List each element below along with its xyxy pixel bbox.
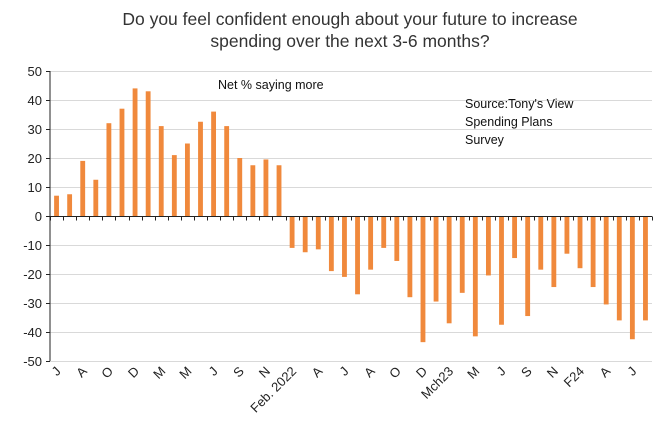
bar xyxy=(93,179,99,216)
y-tick-label: 0 xyxy=(35,209,42,224)
x-tick-label: O xyxy=(98,364,116,382)
bar xyxy=(80,160,86,216)
bar xyxy=(381,216,387,248)
bar xyxy=(106,123,112,216)
x-tick-label: M xyxy=(150,364,168,382)
x-tick-label: J xyxy=(493,364,508,379)
bar xyxy=(433,216,439,302)
x-tick-label: A xyxy=(73,363,90,380)
x-tick-label: M xyxy=(464,364,482,382)
bar xyxy=(472,216,478,337)
bar xyxy=(355,216,360,295)
x-tick-label: N xyxy=(256,364,273,381)
bar xyxy=(394,216,400,261)
bar xyxy=(629,216,635,340)
x-tick-label: J xyxy=(48,364,63,379)
source-line-3: Survey xyxy=(465,133,505,147)
bar xyxy=(171,155,177,216)
bar xyxy=(198,121,203,216)
bar xyxy=(263,159,269,216)
bar xyxy=(525,216,531,317)
bar xyxy=(302,216,308,253)
x-tick-label: Feb. 2022 xyxy=(247,364,299,416)
bar xyxy=(132,88,138,216)
bar xyxy=(250,165,256,216)
source-line-1: Source:Tony's View xyxy=(465,97,574,111)
bar xyxy=(158,126,164,216)
x-tick-label: M xyxy=(176,364,194,382)
y-tick-labels: 50 40 30 20 10 0 -10 -20 -30 -40 -50 xyxy=(23,64,42,369)
bar xyxy=(459,216,465,293)
bar xyxy=(446,216,452,324)
bar xyxy=(67,194,73,216)
bar-series xyxy=(54,88,648,343)
x-tick-label: N xyxy=(544,364,561,381)
bar xyxy=(184,143,190,216)
bar xyxy=(643,216,648,321)
x-tick-label: S xyxy=(230,363,247,380)
y-tick-label: -20 xyxy=(23,267,42,282)
axes xyxy=(46,71,653,362)
bar xyxy=(342,216,347,277)
y-tick-label: -40 xyxy=(23,325,42,340)
bar xyxy=(538,216,544,270)
bar xyxy=(577,216,583,269)
x-tick-label: D xyxy=(413,364,430,381)
bar xyxy=(237,158,243,216)
chart-title: Do you feel confident enough about your … xyxy=(40,8,660,52)
x-tick-label: S xyxy=(518,363,535,380)
bar xyxy=(551,216,557,288)
bar xyxy=(564,216,570,254)
net-percent-annotation: Net % saying more xyxy=(218,78,324,92)
x-tick-label: J xyxy=(624,364,639,379)
x-tick-label: J xyxy=(336,364,351,379)
bar xyxy=(145,91,151,216)
y-tick-label: 30 xyxy=(28,122,42,137)
y-tick-label: 20 xyxy=(28,151,42,166)
y-tick-label: 40 xyxy=(28,93,42,108)
y-tick-label: -30 xyxy=(23,296,42,311)
bar xyxy=(603,216,609,305)
chart-title-line-2: spending over the next 3-6 months? xyxy=(210,31,490,51)
bar xyxy=(616,216,622,321)
y-tick-label: 10 xyxy=(28,180,42,195)
bar xyxy=(368,216,374,270)
x-tick-label: D xyxy=(125,364,142,381)
bar xyxy=(276,165,282,216)
bar xyxy=(485,216,491,276)
bar xyxy=(119,108,125,216)
bar xyxy=(512,216,518,259)
x-tick-label: F24 xyxy=(561,364,587,390)
source-line-2: Spending Plans xyxy=(465,115,553,129)
x-tick-label: O xyxy=(386,364,404,382)
y-tick-label: -10 xyxy=(23,238,42,253)
x-tick-label: A xyxy=(309,363,326,380)
bar xyxy=(211,111,217,216)
bar xyxy=(590,216,596,288)
bar xyxy=(407,216,413,298)
bar xyxy=(315,216,321,250)
bar xyxy=(420,216,426,343)
x-tick-label: A xyxy=(597,363,614,380)
chart-title-line-1: Do you feel confident enough about your … xyxy=(122,9,578,29)
bar xyxy=(224,126,230,216)
bar xyxy=(499,216,504,325)
y-tick-label: 50 xyxy=(28,64,42,79)
bar xyxy=(328,216,334,272)
x-tick-label: J xyxy=(206,364,221,379)
y-tick-label: -50 xyxy=(23,354,42,369)
x-tick-label: A xyxy=(361,363,378,380)
bar xyxy=(54,195,59,216)
bar xyxy=(289,216,295,248)
